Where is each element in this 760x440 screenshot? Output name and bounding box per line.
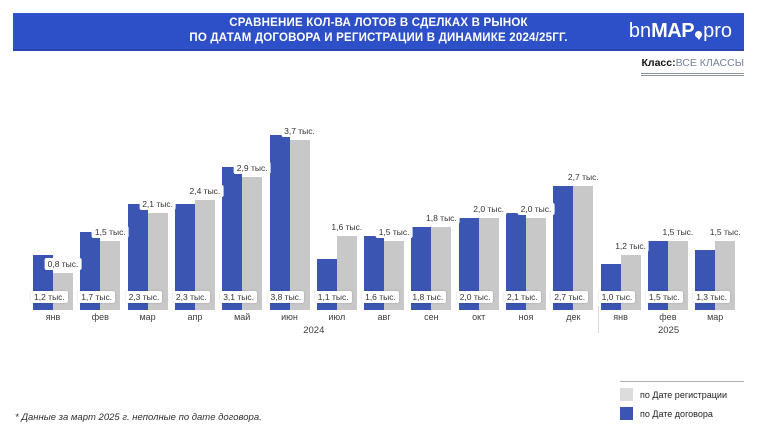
bar-contract bbox=[506, 213, 526, 310]
bar-registration bbox=[573, 185, 594, 310]
month-label: фев bbox=[91, 312, 109, 322]
bar-value-label-registration: 1,2 тыс. bbox=[612, 239, 649, 252]
bar-value-label-registration: 2,4 тыс. bbox=[186, 184, 224, 197]
month-label: май bbox=[234, 312, 251, 322]
bar-value-label-contract: 1,2 тыс. bbox=[31, 291, 68, 303]
month-label: сен bbox=[424, 312, 439, 322]
year-label: 2024 bbox=[303, 325, 325, 336]
legend-item-contract[interactable]: по Дате договора bbox=[620, 407, 744, 420]
bar-value-label-contract: 2,3 тыс. bbox=[172, 291, 210, 303]
legend-label-contract: по Дате договора bbox=[640, 408, 713, 419]
bar-contract bbox=[127, 204, 148, 310]
header-banner: СРАВНЕНИЕ КОЛ-ВА ЛОТОВ В СДЕЛКАХ В РЫНОК… bbox=[13, 13, 744, 51]
bar-registration bbox=[242, 176, 263, 310]
bar-registration bbox=[478, 218, 499, 310]
month-label: мар bbox=[139, 312, 156, 322]
bnmap-logo: bn MAP pro bbox=[629, 13, 732, 49]
bar-value-label-registration: 1,6 тыс. bbox=[328, 221, 366, 234]
bar-value-label-contract: 1,0 тыс. bbox=[598, 291, 636, 303]
chart-title-line1: СРАВНЕНИЕ КОЛ-ВА ЛОТОВ В СДЕЛКАХ В РЫНОК bbox=[229, 17, 528, 29]
bar-contract bbox=[174, 204, 195, 310]
legend: по Дате регистрации по Дате договора bbox=[620, 381, 744, 426]
bar-contract bbox=[80, 231, 101, 310]
bar-value-label-registration: 1,5 тыс. bbox=[91, 226, 129, 238]
bar-value-label-contract: 2,0 тыс. bbox=[456, 291, 494, 303]
bar-value-label-registration: 1,8 тыс. bbox=[422, 212, 460, 225]
bar-registration bbox=[147, 213, 168, 310]
bar-value-label-contract: 1,1 тыс. bbox=[314, 291, 352, 303]
map-pin-icon bbox=[695, 30, 703, 40]
bar-value-label-contract: 2,7 тыс. bbox=[551, 291, 589, 303]
legend-swatch-contract bbox=[620, 407, 633, 420]
legend-swatch-registration bbox=[620, 388, 633, 401]
bar-value-label-contract: 2,1 тыс. bbox=[504, 291, 541, 303]
bar-contract bbox=[269, 135, 290, 310]
month-label: янв bbox=[45, 312, 61, 322]
bar-contract bbox=[553, 185, 574, 310]
bar-value-label-registration: 2,7 тыс. bbox=[564, 170, 602, 183]
bar-value-label-contract: 3,1 тыс. bbox=[220, 291, 257, 303]
footnote: * Данные за март 2025 г. неполные по дат… bbox=[15, 412, 262, 423]
bar-value-label-registration: 0,8 тыс. bbox=[44, 258, 82, 271]
logo-text-pro: pro bbox=[703, 19, 732, 42]
bar-registration bbox=[431, 227, 452, 310]
year-separator bbox=[597, 306, 599, 333]
bar-value-label-contract: 1,7 тыс. bbox=[78, 291, 116, 303]
month-label: июл bbox=[328, 312, 346, 322]
bar-value-label-contract: 3,8 тыс. bbox=[267, 291, 305, 303]
legend-label-registration: по Дате регистрации bbox=[640, 389, 727, 400]
month-label: дек bbox=[566, 312, 581, 322]
month-label: окт bbox=[472, 312, 486, 322]
month-label: авг bbox=[377, 312, 391, 322]
month-label: июн bbox=[281, 312, 298, 322]
bar-value-label-contract: 1,6 тыс. bbox=[362, 291, 399, 303]
bar-value-label-contract: 1,5 тыс. bbox=[645, 291, 683, 303]
bar-value-label-registration: 2,0 тыс. bbox=[470, 203, 508, 215]
bar-contract bbox=[458, 218, 479, 310]
bar-value-label-registration: 2,0 тыс. bbox=[517, 203, 555, 215]
class-filter: Класс:ВСЕ КЛАССЫ bbox=[641, 57, 744, 76]
bar-contract bbox=[411, 227, 432, 310]
bar-value-label-contract: 1,8 тыс. bbox=[409, 291, 447, 303]
bar-registration bbox=[526, 218, 546, 310]
bar-value-label-registration: 2,9 тыс. bbox=[233, 161, 271, 174]
logo-text-bn: bn bbox=[628, 19, 652, 42]
bar-value-label-contract: 2,3 тыс. bbox=[125, 291, 163, 303]
bar-value-label-registration: 1,5 тыс. bbox=[706, 226, 744, 238]
month-label: ноя bbox=[518, 312, 534, 322]
bar-contract bbox=[600, 264, 621, 310]
chart-title-line2: ПО ДАТАМ ДОГОВОРА И РЕГИСТРАЦИИ В ДИНАМИ… bbox=[189, 32, 568, 44]
month-label: янв bbox=[613, 312, 628, 322]
bar-value-label-contract: 1,3 тыс. bbox=[693, 291, 730, 303]
class-filter-label: Класс: bbox=[641, 57, 676, 69]
chart-title: СРАВНЕНИЕ КОЛ-ВА ЛОТОВ В СДЕЛКАХ В РЫНОК… bbox=[13, 16, 744, 46]
legend-item-registration[interactable]: по Дате регистрации bbox=[620, 388, 744, 401]
bar-registration bbox=[289, 139, 310, 310]
bar-contract bbox=[222, 167, 243, 310]
bar-value-label-registration: 3,7 тыс. bbox=[281, 124, 318, 137]
year-label: 2025 bbox=[657, 325, 680, 336]
logo-text-map: MAP bbox=[651, 19, 695, 42]
bar-value-label-registration: 1,5 тыс. bbox=[659, 226, 697, 238]
month-label: мар bbox=[707, 312, 724, 322]
bar-registration bbox=[194, 199, 215, 310]
month-label: апр bbox=[187, 312, 203, 322]
bar-value-label-registration: 1,5 тыс. bbox=[375, 226, 413, 238]
month-label: фев bbox=[659, 312, 677, 322]
bar-value-label-registration: 2,1 тыс. bbox=[139, 198, 176, 211]
class-filter-value[interactable]: ВСЕ КЛАССЫ bbox=[675, 57, 744, 69]
